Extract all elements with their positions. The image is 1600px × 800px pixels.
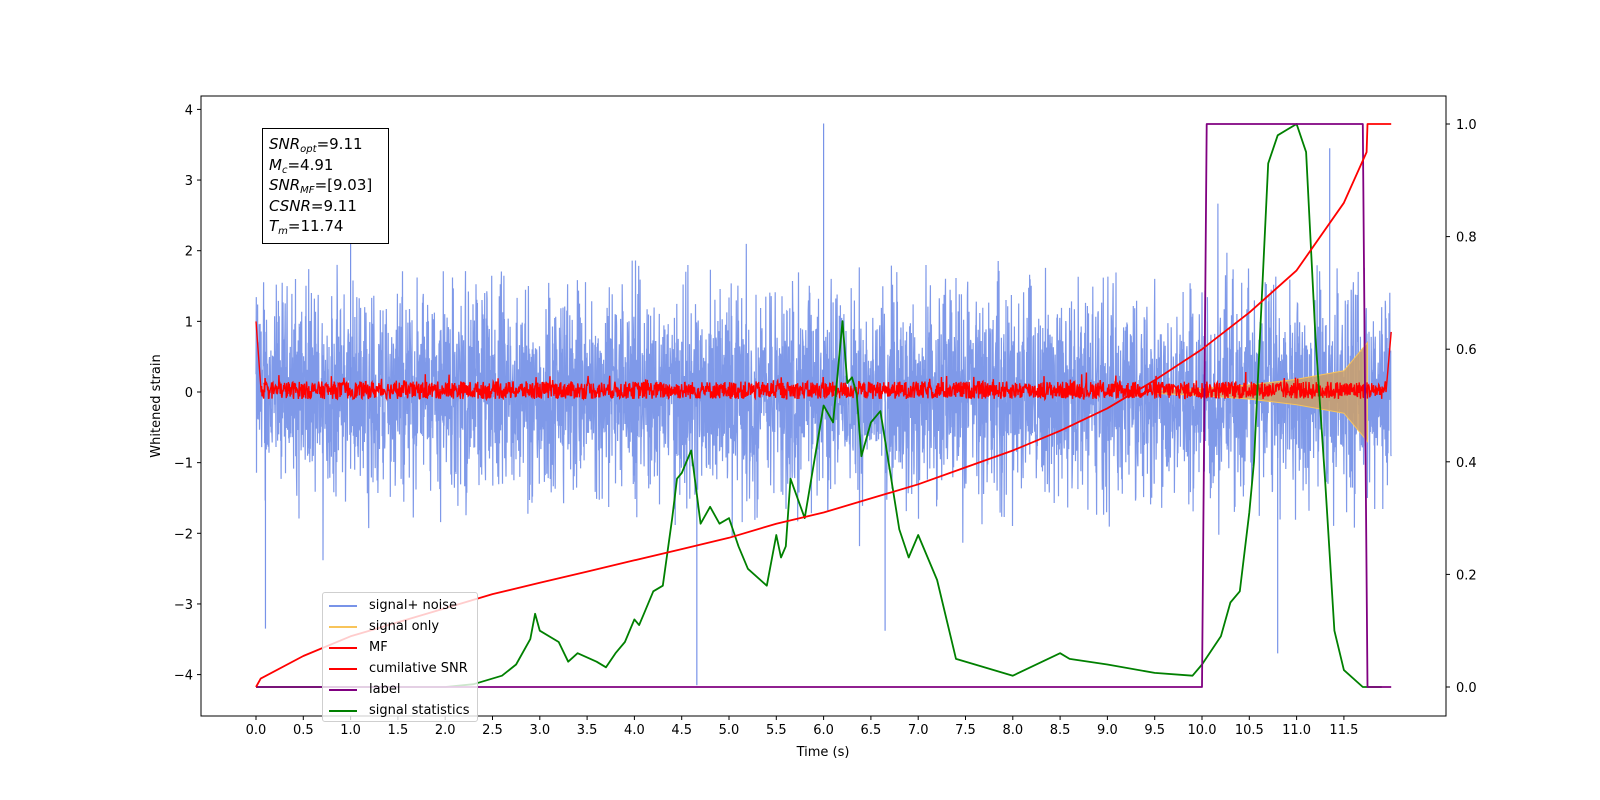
x-tick-label: 0.0: [246, 723, 267, 738]
x-tick-label: 7.5: [955, 723, 976, 738]
x-tick-label: 10.0: [1188, 723, 1217, 738]
snr-opt-annotation: SNRopt=9.11: [269, 135, 363, 155]
x-tick-label: 1.0: [340, 723, 361, 738]
legend: signal+ noise signal only MF cumilative SNR…: [322, 592, 478, 722]
legend-swatch: [329, 604, 357, 607]
x-tick-label: 7.0: [908, 723, 929, 738]
x-axis-label: Time (s): [796, 745, 850, 760]
legend-item: signal only: [329, 616, 471, 637]
legend-swatch: [329, 667, 357, 670]
y-left-tick-label: −4: [174, 669, 193, 684]
legend-swatch: [329, 625, 357, 628]
legend-label: signal+ noise: [369, 598, 458, 613]
x-tick-label: 4.0: [624, 723, 645, 738]
x-tick-label: 5.5: [766, 723, 787, 738]
annotation-box: SNRopt=9.11 Mc=4.91 SNRMF=[9.03] CSNR=9.…: [262, 128, 389, 244]
legend-swatch: [329, 688, 357, 691]
y-left-tick-label: 3: [185, 174, 193, 189]
x-tick-label: 6.0: [813, 723, 834, 738]
y-axis-left: 4 3 2 1 0 −1 −2 −3 −4: [174, 103, 201, 684]
y-left-tick-label: −2: [174, 527, 193, 542]
y-right-tick-label: 0.4: [1456, 456, 1477, 471]
x-tick-label: 2.5: [482, 723, 503, 738]
y-right-tick-label: 1.0: [1456, 118, 1477, 133]
legend-item: signal+ noise: [329, 595, 471, 616]
x-tick-label: 9.5: [1144, 723, 1165, 738]
x-tick-label: 2.0: [435, 723, 456, 738]
y-axis-right: 1.0 0.8 0.6 0.4 0.2 0.0: [1446, 118, 1477, 696]
x-tick-label: 0.5: [293, 723, 314, 738]
chirp-mass-annotation: Mc=4.91: [269, 155, 334, 176]
mf-line: [255, 321, 1392, 402]
y-left-tick-label: −1: [174, 457, 193, 472]
legend-swatch: [329, 646, 357, 649]
y-left-tick-label: 1: [185, 315, 193, 330]
y-right-tick-label: 0.8: [1456, 231, 1477, 246]
merger-time-annotation: Tm=11.74: [269, 217, 344, 238]
x-tick-label: 11.5: [1329, 723, 1358, 738]
x-tick-label: 3.5: [577, 723, 598, 738]
legend-label: signal statistics: [369, 703, 470, 718]
legend-item: signal statistics: [329, 700, 471, 721]
legend-item: MF: [329, 637, 471, 658]
signal-statistics-line: [256, 123, 1382, 688]
y-axis-label: Whitened strain: [149, 354, 164, 457]
legend-swatch: [329, 709, 357, 712]
x-tick-label: 6.5: [861, 723, 882, 738]
x-tick-label: 5.0: [719, 723, 740, 738]
x-tick-label: 8.5: [1050, 723, 1071, 738]
signal-noise-line: [255, 203, 1392, 561]
legend-item: cumilative SNR: [329, 658, 471, 679]
x-tick-label: 4.5: [671, 723, 692, 738]
y-left-tick-label: −3: [174, 598, 193, 613]
snr-mf-annotation: SNRMF=[9.03]: [269, 176, 373, 197]
legend-label: signal only: [369, 619, 440, 634]
y-left-tick-label: 2: [185, 245, 193, 260]
series-layer: [255, 123, 1392, 688]
x-tick-label: 3.0: [529, 723, 550, 738]
legend-label: cumilative SNR: [369, 661, 468, 676]
x-tick-label: 10.5: [1235, 723, 1264, 738]
x-tick-label: 8.0: [1002, 723, 1023, 738]
y-right-tick-label: 0.0: [1456, 681, 1477, 696]
x-tick-label: 11.0: [1282, 723, 1311, 738]
label-line: [256, 123, 1392, 688]
y-left-tick-label: 0: [185, 386, 193, 401]
x-tick-label: 9.0: [1097, 723, 1118, 738]
legend-label: label: [369, 682, 401, 697]
x-tick-label: 1.5: [388, 723, 409, 738]
x-axis: 0.0 0.5 1.0 1.5 2.0 2.5 3.0 3.5 4.0 4.5 5.0 5.5 6.0 6…: [246, 716, 1358, 738]
csnr-annotation: CSNR=9.11: [269, 196, 357, 215]
legend-item: label: [329, 679, 471, 700]
y-left-tick-label: 4: [185, 103, 193, 118]
y-right-tick-label: 0.6: [1456, 343, 1477, 358]
y-right-tick-label: 0.2: [1456, 568, 1477, 583]
legend-label: MF: [369, 640, 388, 655]
